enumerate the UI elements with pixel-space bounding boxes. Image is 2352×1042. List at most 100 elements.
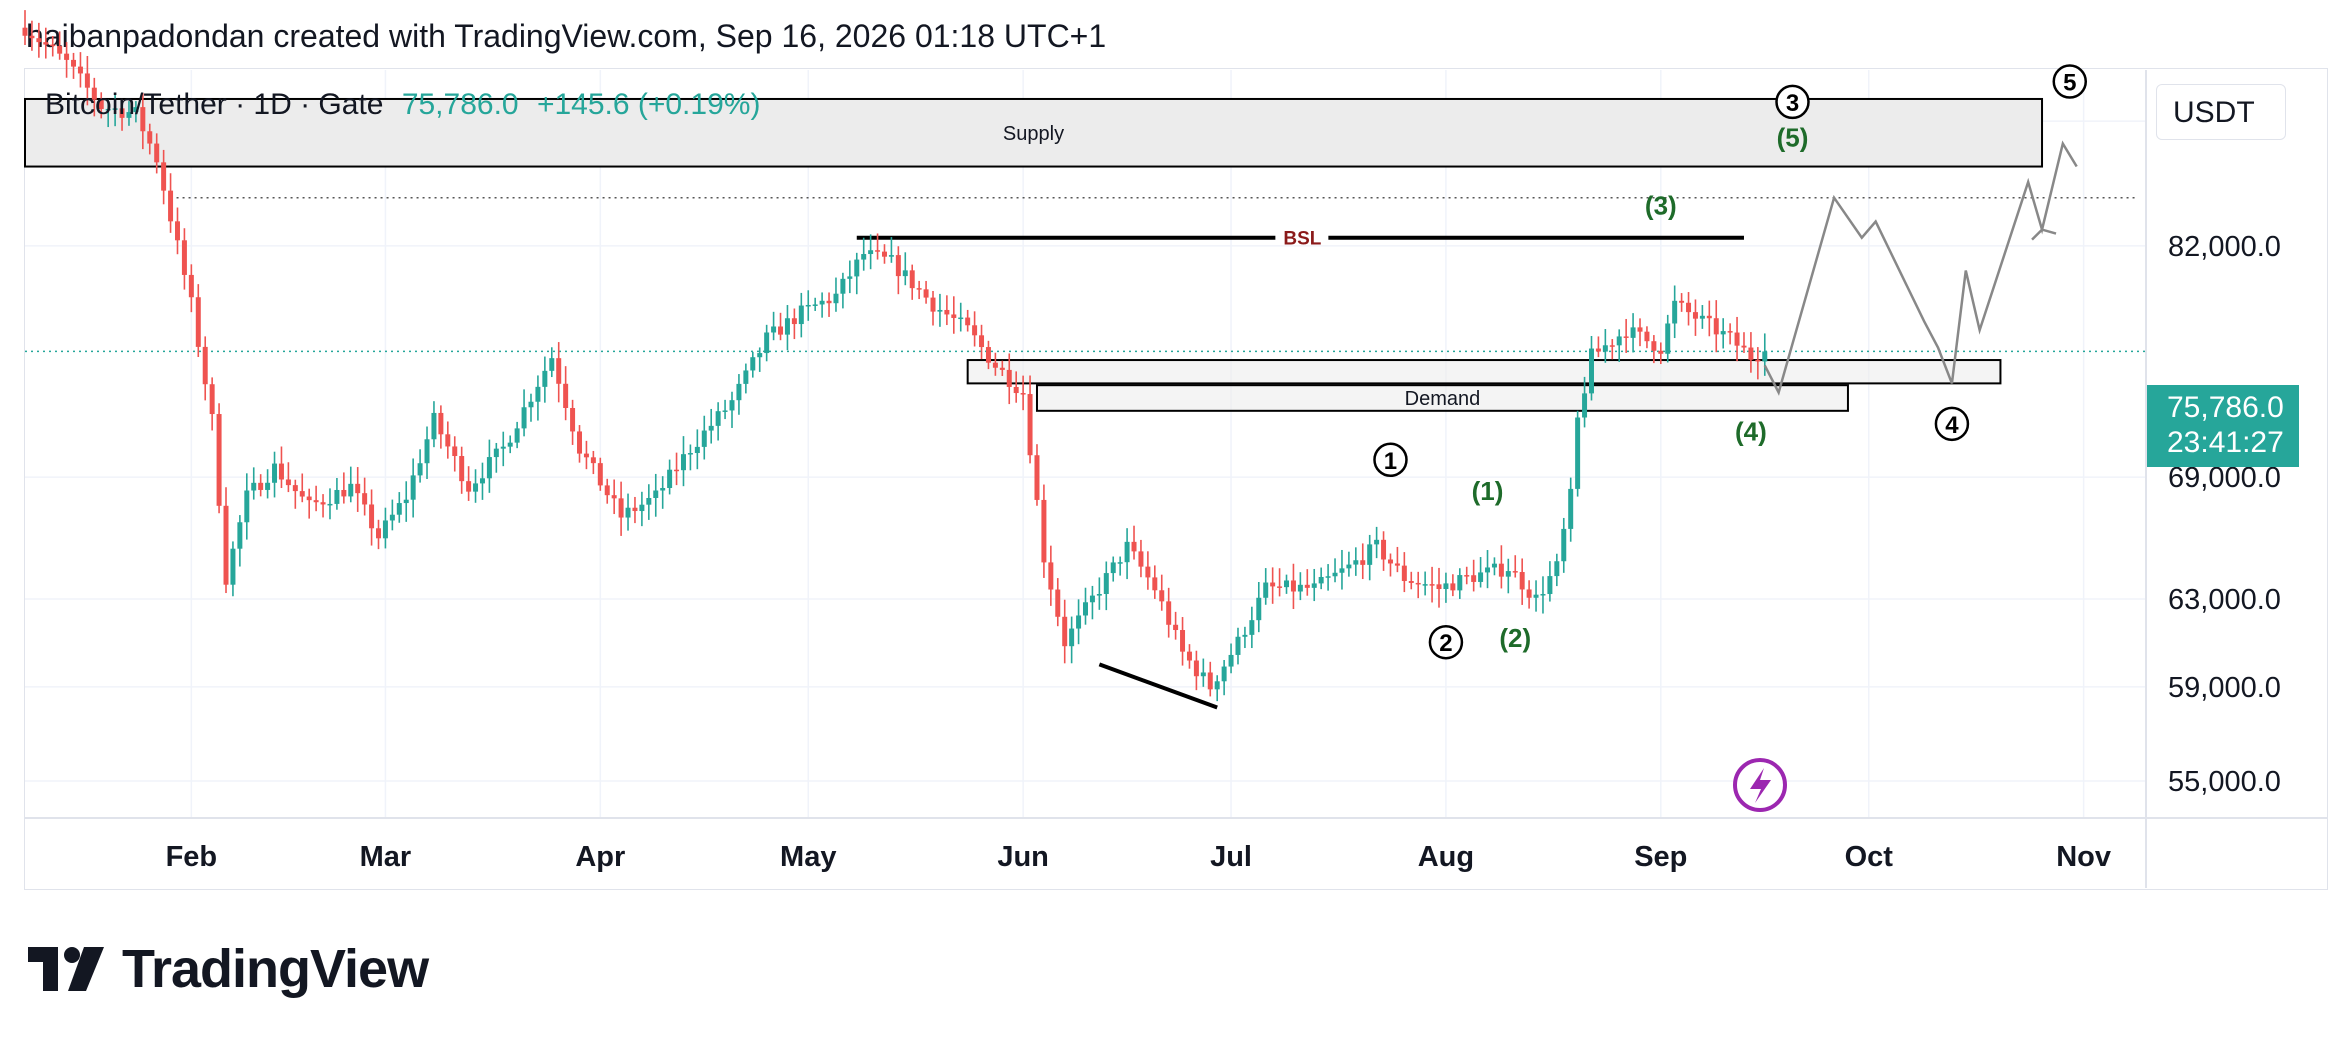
- candle: [632, 496, 638, 524]
- candle: [1284, 574, 1290, 594]
- candle: [958, 302, 964, 332]
- wave-label-subwave: (5): [1777, 123, 1809, 153]
- time-tick-label: Mar: [360, 841, 412, 873]
- candle-body: [376, 528, 381, 539]
- candle-body: [1055, 589, 1061, 617]
- candle-body: [1547, 576, 1553, 595]
- candle: [1741, 332, 1747, 353]
- candle-body: [743, 370, 749, 384]
- candle: [1686, 292, 1692, 326]
- candle-body: [43, 42, 49, 45]
- price-change: +145.6 (+0.19%): [536, 88, 761, 121]
- candle: [445, 421, 451, 459]
- candle-body: [57, 46, 63, 54]
- chart-zones: Supply Demand: [24, 97, 2044, 412]
- candle: [750, 351, 756, 378]
- candle: [1623, 318, 1629, 353]
- candle-body: [1180, 630, 1186, 652]
- candle-body: [1228, 654, 1234, 667]
- candle-body: [431, 412, 437, 440]
- candle: [202, 336, 208, 401]
- candle: [1491, 557, 1497, 576]
- candle: [514, 421, 520, 449]
- candle-body: [1644, 331, 1650, 342]
- candle: [687, 444, 693, 471]
- candle: [1381, 531, 1387, 571]
- candle: [1706, 300, 1712, 337]
- candle-body: [1651, 341, 1657, 351]
- candle: [944, 295, 950, 326]
- candle-body: [937, 309, 943, 312]
- candle-body: [1256, 597, 1262, 621]
- chart-frame: [24, 68, 2328, 890]
- candle: [140, 92, 146, 150]
- candle-body: [1554, 561, 1560, 577]
- candle: [389, 499, 395, 531]
- chart-drawings: [1098, 140, 2078, 710]
- candle-body: [362, 493, 368, 505]
- candle: [376, 519, 381, 550]
- candle: [1512, 555, 1518, 578]
- candle: [1582, 376, 1588, 428]
- candle: [1630, 313, 1636, 353]
- candle-body: [452, 446, 458, 457]
- tradingview-logo[interactable]: TradingView: [28, 938, 429, 1000]
- candle-body: [1415, 582, 1421, 585]
- candle: [854, 252, 860, 295]
- candle: [701, 415, 707, 460]
- candle: [278, 446, 284, 489]
- candle: [1498, 545, 1504, 589]
- candle-body: [36, 38, 42, 43]
- candle-body: [1117, 562, 1123, 564]
- candle: [1180, 617, 1186, 666]
- candle-body: [923, 289, 929, 298]
- candle-body: [486, 457, 492, 479]
- candle: [1297, 572, 1303, 601]
- lightning-icon[interactable]: [1733, 758, 1787, 812]
- candle-body: [1436, 584, 1442, 590]
- candle: [1214, 675, 1220, 702]
- wave-label-subwave: (1): [1472, 476, 1504, 506]
- candle: [715, 402, 721, 441]
- candle-body: [646, 497, 652, 505]
- candle: [1013, 371, 1019, 403]
- candle-body: [84, 73, 90, 88]
- candle: [1575, 410, 1581, 497]
- candle-body: [299, 491, 305, 497]
- currency-selector[interactable]: USDT: [2156, 84, 2286, 140]
- candle: [923, 280, 929, 304]
- candle-body: [29, 35, 35, 39]
- candle: [417, 449, 423, 483]
- last-price: 75,786.0: [401, 88, 519, 121]
- candle: [930, 290, 936, 326]
- candle: [1755, 347, 1761, 380]
- candle: [1734, 316, 1740, 362]
- candle: [570, 399, 576, 445]
- candle-body: [285, 479, 291, 486]
- candle-body: [854, 259, 860, 277]
- candle: [805, 290, 811, 321]
- candle: [1166, 587, 1172, 638]
- candle-body: [757, 353, 763, 358]
- candle: [992, 352, 998, 376]
- candle: [895, 246, 901, 295]
- candle: [355, 467, 361, 512]
- candle-body: [1706, 315, 1712, 319]
- candle-body: [1491, 563, 1497, 568]
- candle: [1450, 574, 1456, 597]
- candle: [577, 425, 583, 463]
- candle-body: [500, 446, 506, 449]
- candle-body: [403, 499, 409, 504]
- candle-body: [1367, 544, 1373, 565]
- candle: [1256, 582, 1262, 633]
- candle-body: [188, 274, 194, 298]
- candle-body: [1471, 575, 1477, 582]
- candle-body: [1478, 572, 1484, 582]
- candle: [1124, 528, 1130, 580]
- candle: [784, 305, 790, 351]
- candle: [826, 292, 832, 317]
- candle: [22, 10, 28, 46]
- candle: [999, 360, 1005, 376]
- candle: [590, 450, 596, 475]
